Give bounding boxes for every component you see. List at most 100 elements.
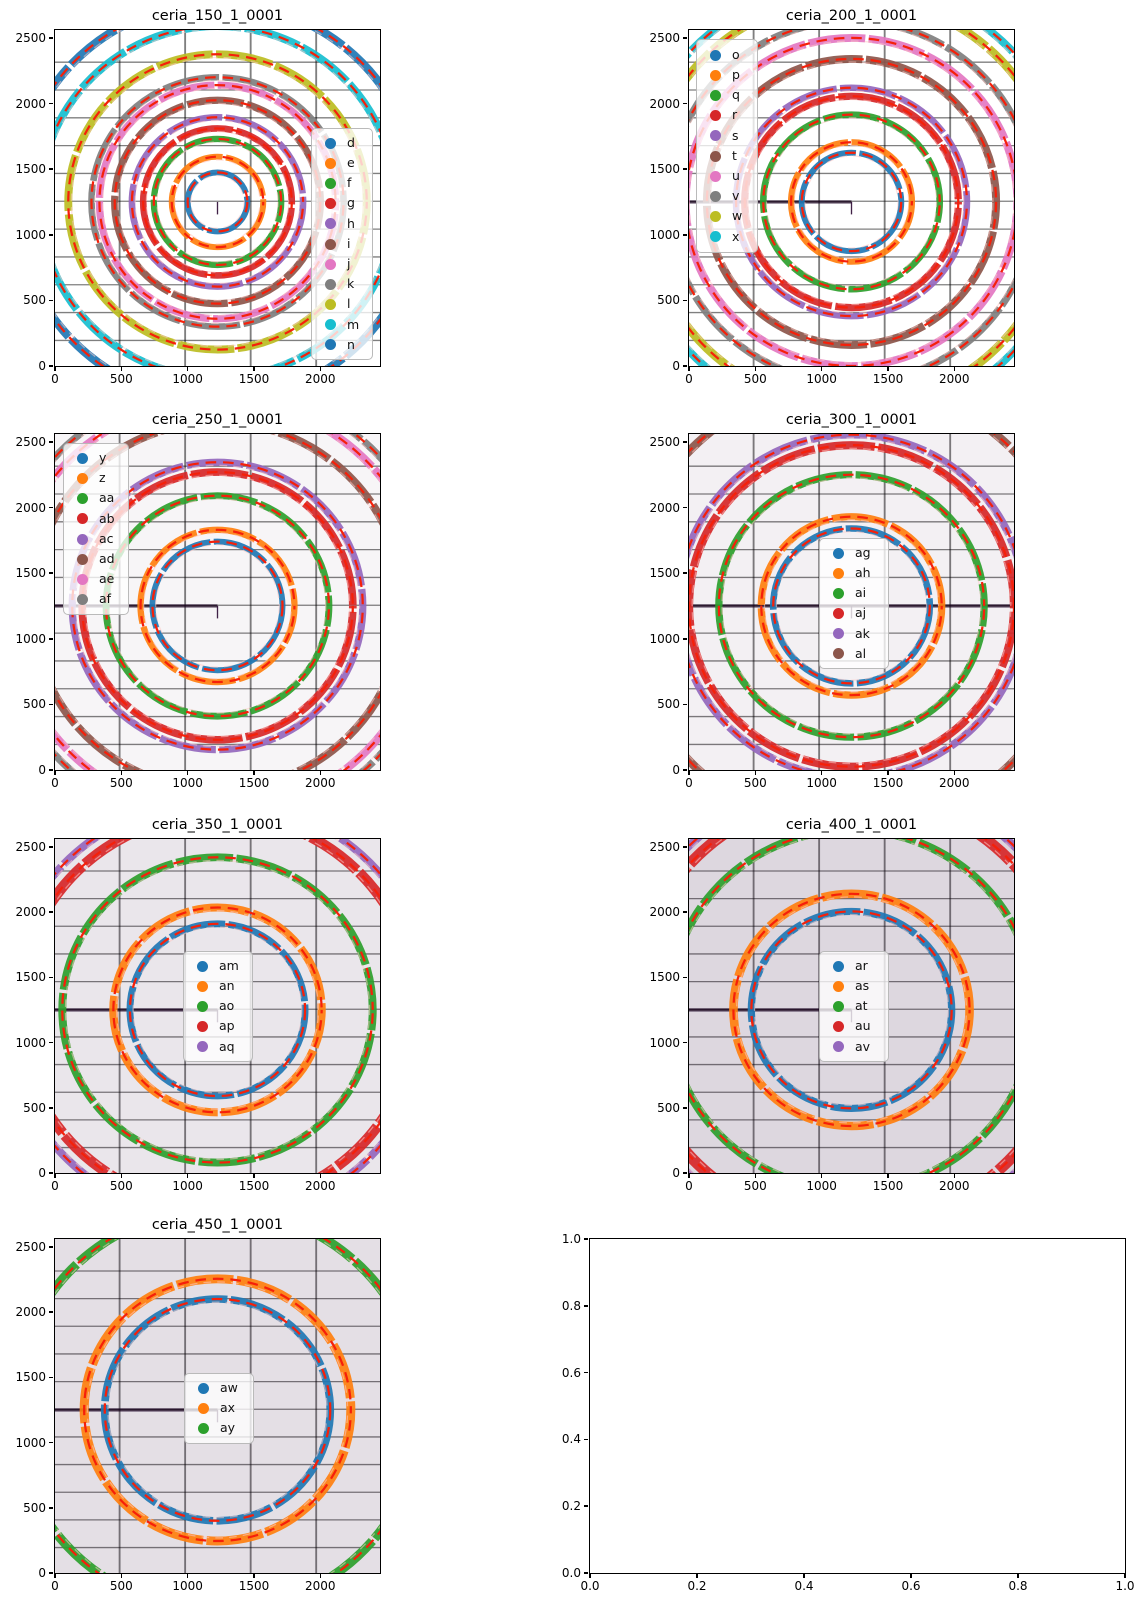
legend-item-av: av (820, 1037, 888, 1057)
legend-item-r: r (697, 106, 757, 126)
legend-item-o: o (697, 45, 757, 65)
ring-inner-dash-h (134, 119, 301, 285)
legend-item-g: g (312, 194, 372, 214)
x-tick-mark (54, 771, 56, 775)
plot-title: ceria_150_1_0001 (151, 8, 284, 24)
x-tick-label: 0 (51, 776, 59, 790)
y-tick-mark (584, 1371, 588, 1374)
x-tick-mark (186, 1174, 189, 1178)
legend-item-h: h (312, 214, 372, 234)
x-tick-label: 2000 (939, 372, 970, 386)
legend-label: q (732, 87, 740, 103)
y-tick-label: 1500 (649, 970, 680, 985)
y-tick-label: 500 (23, 293, 46, 308)
ring-fit-dash-an (112, 906, 323, 1114)
x-tick-label: 1500 (872, 776, 904, 790)
y-tick-label: 2500 (15, 30, 46, 45)
x-tick-mark (186, 771, 189, 775)
x-tick-mark (186, 1574, 189, 1578)
y-tick-mark (683, 572, 687, 574)
y-tick-mark (584, 1238, 588, 1240)
x-tick-mark (887, 367, 889, 371)
legend-item-y: y (64, 448, 128, 468)
y-tick-mark (584, 1505, 588, 1507)
legend-item-p: p (697, 65, 757, 85)
legend-label: y (99, 450, 107, 466)
y-tick-mark (683, 299, 687, 302)
legend-marker-icon (197, 1001, 208, 1012)
legend-item-j: j (312, 254, 372, 274)
ring-inner-dash-f (156, 141, 279, 263)
y-tick-mark (683, 703, 687, 706)
legend-item-ac: ac (64, 529, 128, 549)
ring-fit-dash-h (130, 116, 305, 288)
legend-marker-icon (198, 1403, 209, 1414)
legend-label: g (347, 195, 355, 211)
y-tick-label: 1000 (649, 227, 680, 242)
legend-label: z (99, 470, 106, 486)
legend-label: ax (220, 1400, 236, 1416)
legend: ar as at au av (819, 951, 889, 1062)
ring-fit-dash-as (732, 892, 971, 1128)
legend-item-e: e (312, 153, 372, 173)
ring-inner-dash-aa (108, 498, 327, 714)
legend-label: ai (855, 585, 867, 601)
legend-item-ah: ah (820, 563, 888, 583)
x-tick-mark (186, 367, 189, 371)
y-tick-label: 0 (38, 359, 46, 373)
ring-inner-dash-aw (107, 1301, 328, 1519)
y-tick-label: 0.2 (561, 1499, 581, 1514)
ring-inner-dash-ag (775, 530, 928, 681)
x-tick-label: 500 (743, 776, 767, 790)
y-tick-label: 1500 (15, 566, 46, 581)
y-tick-mark (49, 506, 53, 509)
y-tick-label: 0 (672, 1166, 680, 1180)
y-tick-mark (683, 769, 687, 771)
legend-marker-icon (833, 980, 844, 992)
legend-marker-icon (77, 573, 88, 585)
y-tick-label: 500 (657, 293, 680, 308)
legend-marker-icon (710, 190, 721, 202)
x-tick-mark (319, 1574, 322, 1578)
plot-image (55, 30, 380, 366)
x-tick-label: 2000 (305, 1579, 336, 1593)
legend-item-aw: aw (185, 1378, 253, 1398)
legend-label: ae (99, 571, 115, 587)
x-tick-label: 500 (743, 372, 767, 386)
x-tick-label: 0 (685, 776, 693, 790)
plot-title: ceria_300_1_0001 (785, 412, 918, 428)
x-tick-label: 500 (109, 1179, 133, 1193)
legend-marker-icon (198, 1382, 209, 1394)
y-tick-mark (49, 1246, 53, 1248)
legend-marker-icon (197, 1021, 208, 1033)
legend-marker-icon (710, 150, 721, 162)
x-tick-mark (54, 367, 56, 371)
ring-fit-dash-ao (61, 856, 374, 1164)
y-tick-label: 0.6 (561, 1365, 581, 1380)
x-tick-mark (803, 1574, 805, 1578)
ring-inner-dash-ao (64, 859, 371, 1161)
x-tick-label: 1500 (238, 372, 270, 386)
plot-title: ceria_200_1_0001 (785, 8, 918, 24)
ring-band-aj (689, 441, 1014, 770)
legend-label: o (732, 46, 740, 62)
x-tick-mark (688, 367, 690, 371)
ring-inner-dash-y (155, 544, 280, 668)
legend-label: d (347, 134, 355, 150)
legend-label: x (732, 228, 740, 244)
legend-label: al (855, 645, 867, 661)
y-tick-mark (49, 1441, 53, 1444)
x-tick-mark (589, 1574, 591, 1578)
x-tick-label: 1.0 (1115, 1579, 1135, 1593)
y-tick-label: 2000 (649, 96, 680, 111)
legend-label: av (855, 1038, 871, 1054)
ring-fit-dash-ar (750, 910, 953, 1110)
legend-label: t (732, 147, 737, 163)
legend-marker-icon (710, 69, 721, 81)
legend-marker-icon (77, 452, 88, 464)
x-tick-mark (688, 1174, 690, 1178)
ring-fit-dash-u (689, 36, 1014, 366)
ring-inner-dash-q (765, 117, 938, 287)
legend-label: r (732, 107, 738, 123)
